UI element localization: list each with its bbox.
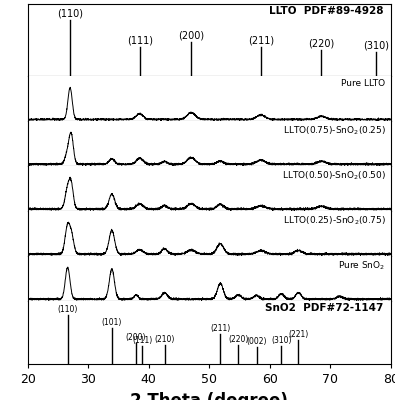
- Text: (200): (200): [178, 30, 204, 40]
- Text: (211): (211): [210, 324, 230, 333]
- Text: LLTO  PDF#89-4928: LLTO PDF#89-4928: [269, 6, 384, 16]
- Text: LLTO(0.75)-SnO$_2$(0.25): LLTO(0.75)-SnO$_2$(0.25): [283, 124, 386, 137]
- Text: (220): (220): [308, 38, 335, 48]
- Text: LLTO(0.50)-SnO$_2$(0.50): LLTO(0.50)-SnO$_2$(0.50): [282, 169, 386, 182]
- Text: (111): (111): [127, 36, 153, 46]
- Text: (211): (211): [248, 36, 274, 46]
- Text: (310): (310): [271, 336, 292, 345]
- Text: (200): (200): [126, 333, 146, 342]
- Text: (111): (111): [132, 336, 152, 345]
- X-axis label: 2 Theta (degree): 2 Theta (degree): [130, 392, 288, 400]
- Text: (002): (002): [246, 337, 267, 346]
- Text: (221): (221): [288, 330, 308, 339]
- Text: (101): (101): [102, 318, 122, 327]
- Text: (110): (110): [57, 305, 78, 314]
- Text: (310): (310): [363, 41, 389, 51]
- Text: (210): (210): [154, 335, 175, 344]
- Text: Pure SnO$_2$: Pure SnO$_2$: [339, 259, 386, 272]
- Text: SnO2  PDF#72-1147: SnO2 PDF#72-1147: [265, 303, 384, 313]
- Text: Pure LLTO: Pure LLTO: [341, 79, 386, 88]
- Text: LLTO(0.25)-SnO$_2$(0.75): LLTO(0.25)-SnO$_2$(0.75): [283, 214, 386, 227]
- Text: (110): (110): [57, 8, 83, 18]
- Text: (220): (220): [228, 335, 248, 344]
